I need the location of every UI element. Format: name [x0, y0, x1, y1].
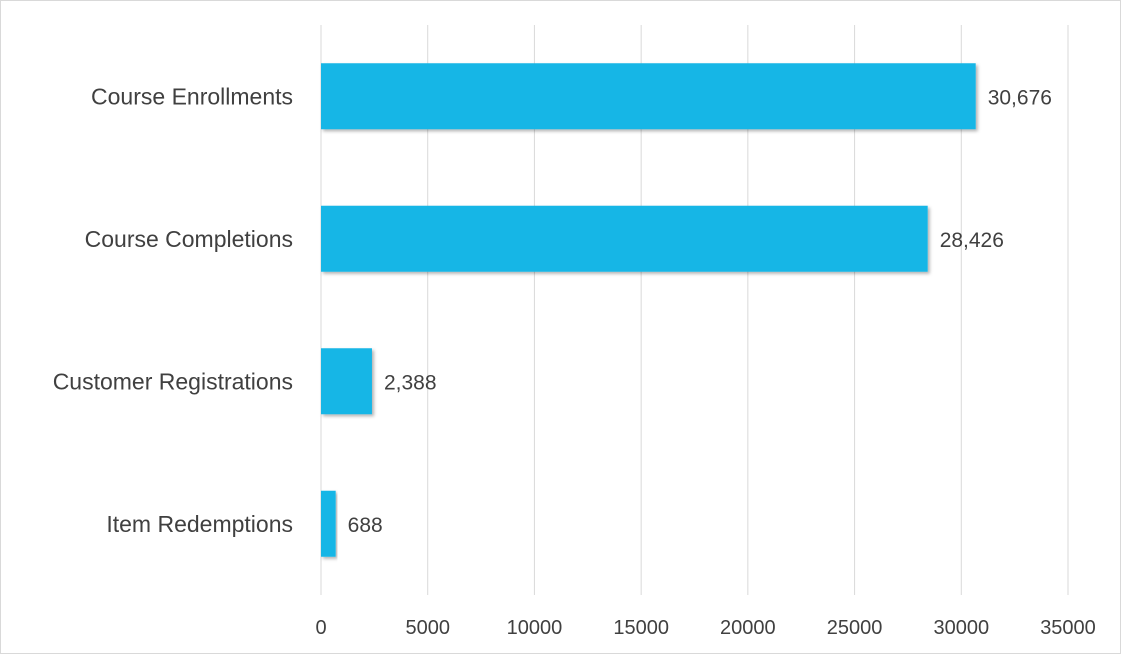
category-label: Course Enrollments: [91, 83, 293, 109]
data-label: 688: [348, 514, 383, 537]
data-label: 30,676: [988, 86, 1052, 109]
x-tick-label: 25000: [827, 617, 883, 639]
x-tick-label: 15000: [613, 617, 669, 639]
bar-customer-registrations[interactable]: [321, 348, 372, 415]
category-label: Course Completions: [85, 226, 293, 252]
data-label: 2,388: [384, 371, 437, 394]
x-tick-label: 35000: [1040, 617, 1096, 639]
bar-course-completions[interactable]: [321, 205, 928, 272]
bar-course-enrollments[interactable]: [321, 63, 976, 130]
x-tick-label: 20000: [720, 617, 776, 639]
category-label: Customer Registrations: [53, 368, 293, 394]
bar-item-redemptions[interactable]: [321, 490, 336, 557]
x-tick-label: 5000: [405, 617, 450, 639]
x-tick-label: 30000: [933, 617, 989, 639]
category-label: Item Redemptions: [106, 511, 293, 537]
data-label: 28,426: [940, 229, 1004, 252]
x-tick-label: 0: [315, 617, 326, 639]
x-tick-label: 10000: [507, 617, 563, 639]
